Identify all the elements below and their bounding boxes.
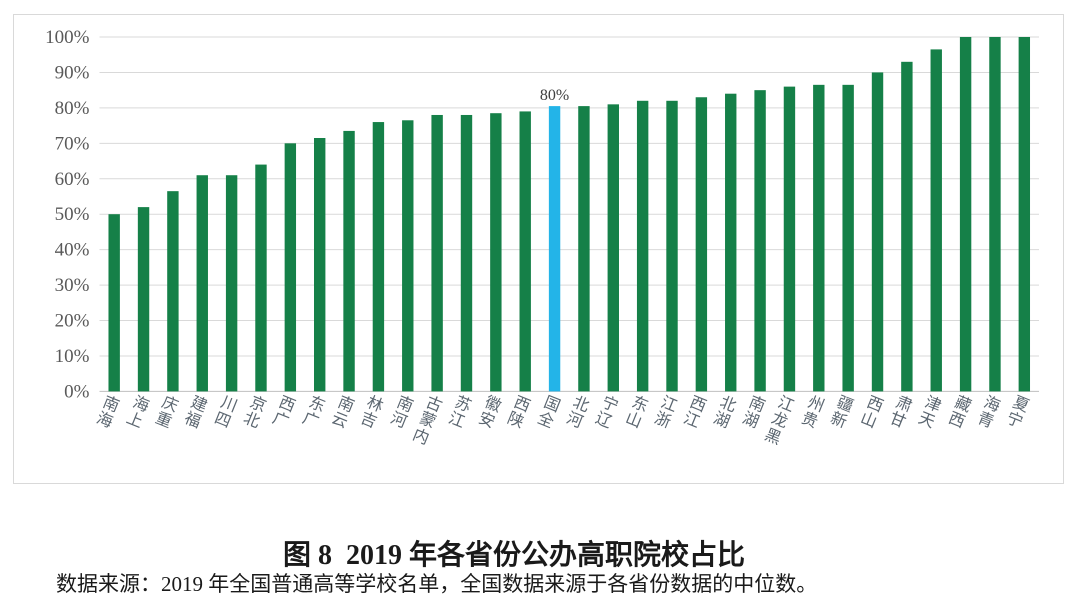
svg-text:40%: 40% <box>55 240 90 261</box>
svg-text:20%: 20% <box>55 311 90 332</box>
svg-text:60%: 60% <box>55 169 90 190</box>
svg-text:10%: 10% <box>55 346 90 367</box>
svg-text:90%: 90% <box>55 62 90 83</box>
svg-text:100%: 100% <box>45 27 90 48</box>
svg-text:50%: 50% <box>55 204 90 225</box>
svg-text:30%: 30% <box>55 275 90 296</box>
svg-text:80%: 80% <box>540 87 569 104</box>
svg-text:80%: 80% <box>55 98 90 119</box>
svg-text:70%: 70% <box>55 133 90 154</box>
